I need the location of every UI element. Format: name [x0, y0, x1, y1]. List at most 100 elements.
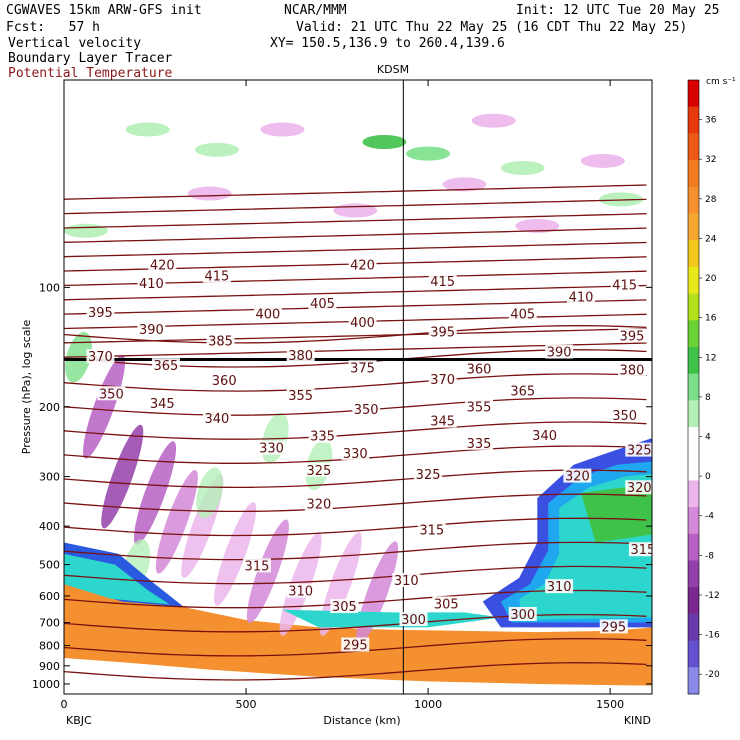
- init-time: Init: 12 UTC Tue 20 May 25: [516, 3, 720, 18]
- theta-label-background: [465, 435, 494, 450]
- theta-label-background: [599, 619, 628, 634]
- potential-temperature-labels: 420 420 415 415 415 410 410 405 405 400 400 395 395 3…: [86, 257, 655, 654]
- colorbar-swatch: [688, 427, 699, 455]
- theta-label: 310: [547, 580, 572, 595]
- theta-label-background: [545, 579, 574, 594]
- colorbar-tick-label: 12: [705, 353, 716, 363]
- theta-label: 390: [547, 346, 572, 361]
- left-endpoint-label: KBJC: [66, 714, 92, 727]
- theta-label: 330: [343, 447, 368, 462]
- colorbar-swatch: [688, 80, 699, 108]
- colorbar-swatch: [688, 640, 699, 668]
- theta-contour: [64, 227, 647, 243]
- colorbar-tick-label: 24: [705, 234, 717, 244]
- colorbar-swatch: [688, 453, 699, 481]
- theta-label-background: [202, 411, 231, 426]
- theta-label-background: [432, 596, 461, 611]
- theta-label-background: [348, 315, 377, 330]
- theta-contour: [64, 327, 647, 344]
- colorbar-swatch: [688, 346, 699, 375]
- colorbar-tick-label: -20: [705, 670, 720, 680]
- theta-label-background: [148, 257, 177, 272]
- velocity-blob: [155, 469, 198, 574]
- theta-label-background: [148, 396, 177, 411]
- theta-label-background: [257, 440, 286, 455]
- theta-contour: [64, 662, 647, 681]
- theta-label: 300: [401, 613, 426, 628]
- y-tick-label: 700: [39, 617, 60, 630]
- theta-label-background: [417, 522, 446, 537]
- colorbar-tick-label: 32: [705, 155, 716, 165]
- theta-contour: [64, 517, 647, 537]
- colorbar-swatch: [688, 373, 699, 401]
- theta-label-background: [617, 328, 646, 343]
- y-tick-label: 300: [39, 471, 60, 484]
- theta-label-background: [151, 358, 180, 373]
- theta-label: 295: [601, 620, 626, 635]
- colorbar-swatch: [688, 400, 699, 428]
- y-tick-label: 200: [39, 401, 60, 414]
- x-axis: 0 500 1000 1500: [61, 80, 624, 711]
- colorbar-swatch: [688, 240, 699, 268]
- theta-contour: [64, 184, 647, 200]
- theta-label: 340: [205, 412, 230, 427]
- chart-title: KDSM: [377, 63, 409, 76]
- colorbar-swatch: [688, 213, 699, 241]
- colorbar-swatch: [688, 106, 699, 134]
- theta-label: 330: [259, 442, 284, 457]
- theta-label-background: [465, 399, 494, 414]
- theta-label: 305: [434, 597, 459, 612]
- tracer-region: [282, 609, 501, 628]
- theta-label-background: [348, 257, 377, 272]
- theta-label: 335: [310, 430, 335, 445]
- theta-label: 400: [350, 316, 375, 331]
- theta-label-background: [428, 274, 457, 289]
- velocity-blob: [471, 113, 516, 128]
- velocity-blob: [133, 441, 177, 545]
- theta-label: 320: [565, 470, 590, 485]
- theta-label: 350: [354, 403, 379, 418]
- velocity-blob: [260, 122, 305, 137]
- theta-contour: [64, 198, 647, 215]
- theta-contour: [64, 213, 647, 229]
- theta-label-background: [253, 306, 282, 321]
- ground-surface: [64, 657, 652, 694]
- velocity-blob: [500, 160, 545, 175]
- theta-label-background: [399, 612, 428, 627]
- x-tick-label: 1000: [414, 698, 442, 711]
- theta-contour: [64, 469, 647, 489]
- theta-label: 310: [394, 574, 419, 589]
- theta-label-background: [341, 445, 370, 460]
- theta-label: 315: [630, 543, 655, 558]
- theta-label: 320: [306, 498, 331, 513]
- right-endpoint-label: KIND: [624, 714, 651, 727]
- theta-label: 345: [430, 415, 455, 430]
- valid-time: Valid: 21 UTC Thu 22 May 25 (16 CDT Thu …: [296, 20, 688, 35]
- x-tick-label: 500: [236, 698, 257, 711]
- colorbar-swatch: [688, 133, 699, 161]
- theta-label-background: [348, 360, 377, 375]
- velocity-blob: [442, 177, 487, 192]
- theta-label-background: [610, 277, 639, 292]
- y-tick-label: 800: [39, 640, 60, 653]
- theta-label-background: [304, 496, 333, 511]
- theta-label: 410: [139, 277, 164, 292]
- theta-label: 305: [332, 600, 357, 615]
- x-tick-label: 0: [61, 698, 68, 711]
- theta-label: 405: [310, 297, 335, 312]
- velocity-blob: [214, 502, 257, 606]
- velocity-blob: [125, 122, 170, 137]
- velocity-blob: [580, 153, 625, 168]
- colorbar-tick-label: 28: [705, 195, 717, 205]
- x-tick-label: 1500: [596, 698, 624, 711]
- theta-label-background: [414, 466, 443, 481]
- theta-contour: [64, 565, 647, 585]
- colorbar-tick-label: 16: [705, 314, 717, 324]
- theta-label-background: [392, 572, 421, 587]
- x-axis-label: Distance (km): [323, 714, 400, 727]
- theta-contour: [64, 421, 647, 440]
- theta-label: 325: [416, 468, 441, 483]
- y-axis: 100 200 300 400 500 600 700 800 900 1000: [32, 281, 652, 691]
- theta-label-background: [617, 362, 646, 377]
- theta-label-background: [530, 427, 559, 442]
